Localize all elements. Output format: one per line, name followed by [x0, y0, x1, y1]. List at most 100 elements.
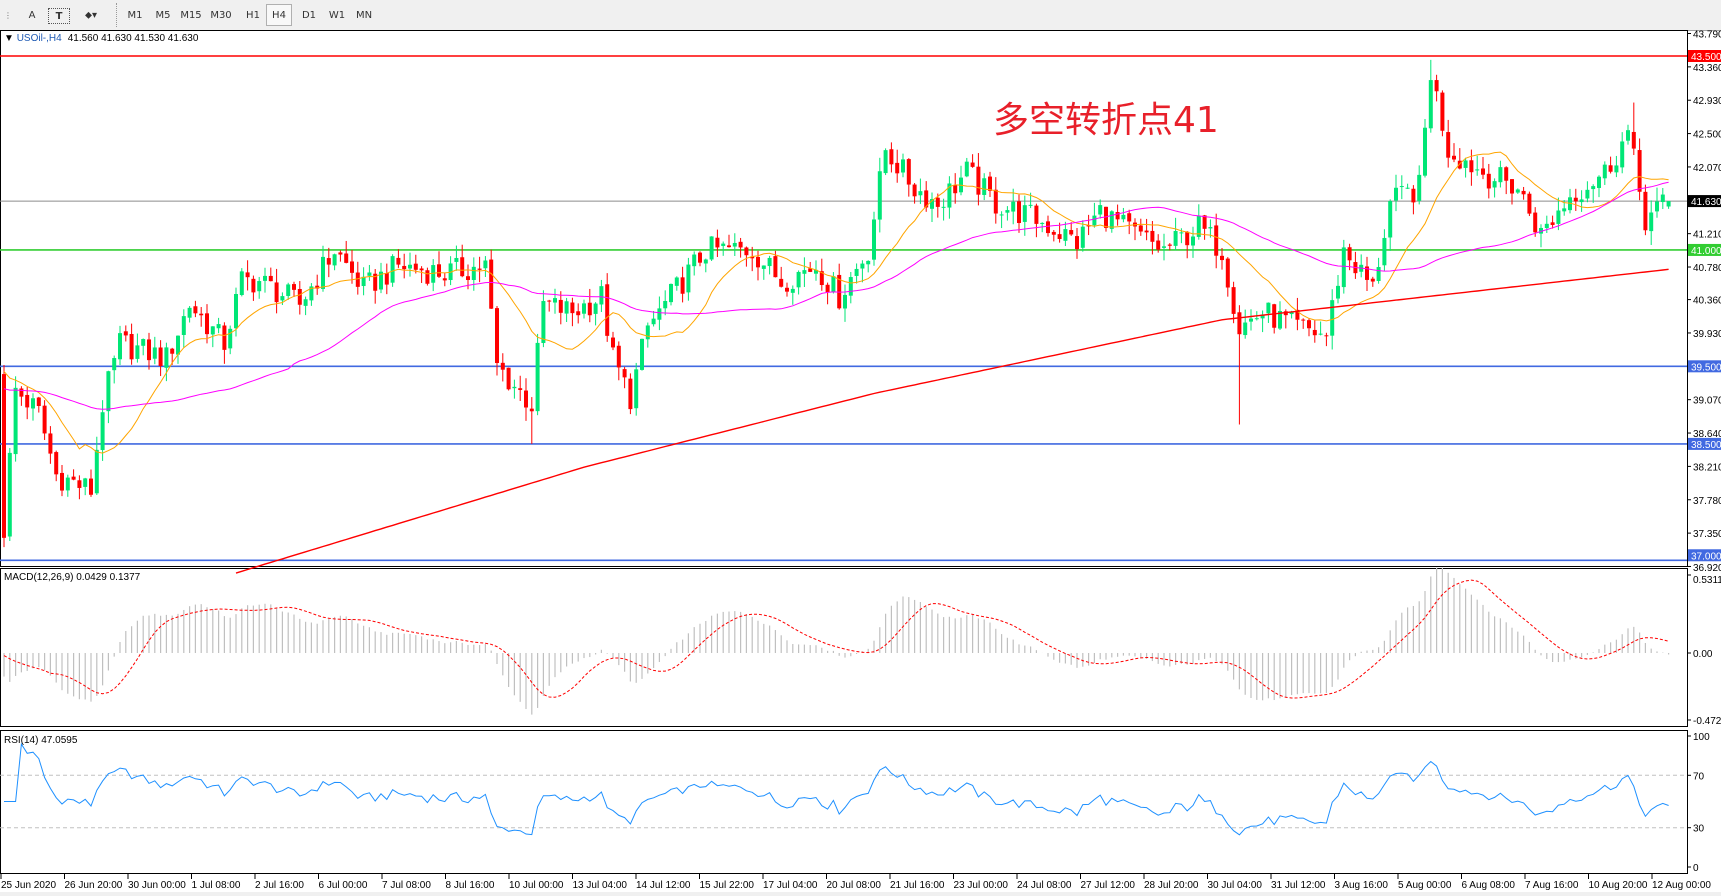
candle[interactable] [442, 272, 447, 287]
candle[interactable] [727, 234, 731, 248]
candle[interactable] [1533, 207, 1538, 237]
candle[interactable] [245, 260, 250, 291]
candle[interactable] [1243, 309, 1248, 339]
candle[interactable] [367, 264, 372, 281]
candle[interactable] [1237, 305, 1242, 425]
candle[interactable] [912, 182, 917, 204]
candle[interactable] [239, 268, 244, 297]
timeframe-d1-button[interactable]: D1 [301, 9, 317, 21]
candle[interactable] [228, 325, 233, 355]
candle[interactable] [500, 353, 505, 382]
candle[interactable] [25, 386, 30, 420]
candle[interactable] [1359, 254, 1364, 278]
candle[interactable] [332, 253, 337, 271]
candle[interactable] [692, 251, 697, 276]
candle[interactable] [19, 386, 24, 406]
candle[interactable] [187, 306, 192, 323]
candle[interactable] [553, 288, 557, 314]
candle[interactable] [1492, 178, 1497, 198]
candle[interactable] [1133, 218, 1137, 241]
candle[interactable] [83, 477, 88, 496]
candle[interactable] [1550, 215, 1555, 229]
candle[interactable] [274, 268, 279, 314]
candle[interactable] [1405, 183, 1410, 189]
candle[interactable] [1318, 321, 1323, 336]
candle[interactable] [970, 154, 975, 168]
candle[interactable] [1156, 234, 1161, 253]
candle[interactable] [582, 299, 586, 319]
candle[interactable] [941, 198, 946, 221]
candle[interactable] [1388, 199, 1393, 251]
candle[interactable] [1353, 251, 1358, 279]
candle[interactable] [263, 267, 267, 293]
candle[interactable] [524, 378, 528, 421]
candle[interactable] [819, 258, 824, 291]
candle[interactable] [106, 370, 111, 424]
candle[interactable] [321, 245, 325, 292]
candle[interactable] [1423, 118, 1427, 178]
candle[interactable] [1225, 257, 1230, 297]
candle[interactable] [158, 340, 163, 377]
candle[interactable] [135, 333, 140, 363]
candle[interactable] [1510, 179, 1514, 205]
candle[interactable] [616, 341, 621, 381]
candle[interactable] [1115, 204, 1120, 226]
candle[interactable] [373, 269, 378, 304]
candle[interactable] [1127, 209, 1132, 235]
candle[interactable] [292, 281, 296, 297]
candle[interactable] [71, 469, 76, 481]
candle[interactable] [860, 260, 865, 283]
candle[interactable] [222, 322, 227, 364]
candle[interactable] [593, 302, 598, 326]
candle[interactable] [1585, 181, 1590, 203]
candle[interactable] [564, 297, 569, 323]
candle[interactable] [587, 288, 592, 323]
candle[interactable] [732, 233, 737, 256]
candle[interactable] [100, 400, 105, 461]
candle[interactable] [628, 373, 633, 415]
candle[interactable] [535, 333, 540, 416]
candle[interactable] [31, 393, 35, 421]
candle[interactable] [576, 303, 581, 324]
candle[interactable] [843, 284, 847, 322]
candle[interactable] [645, 322, 650, 348]
candle[interactable] [1063, 221, 1068, 247]
candle[interactable] [65, 474, 70, 497]
candle[interactable] [999, 211, 1004, 229]
candle[interactable] [42, 400, 47, 440]
candle[interactable] [738, 237, 743, 258]
candle[interactable] [216, 317, 221, 334]
candle[interactable] [1121, 207, 1126, 223]
candle[interactable] [94, 436, 99, 495]
candle[interactable] [1324, 332, 1329, 347]
candle[interactable] [1057, 222, 1062, 243]
candle[interactable] [877, 157, 882, 233]
timeframe-w1-button[interactable]: W1 [328, 9, 346, 21]
candle[interactable] [1527, 191, 1532, 217]
candle[interactable] [1214, 213, 1219, 269]
candle[interactable] [1394, 174, 1398, 212]
candle[interactable] [1336, 274, 1340, 304]
candle[interactable] [651, 310, 656, 327]
candle[interactable] [837, 263, 842, 310]
candle[interactable] [477, 256, 482, 283]
candle[interactable] [1347, 243, 1352, 271]
candle[interactable] [193, 300, 198, 318]
candle[interactable] [1034, 203, 1039, 238]
candle[interactable] [518, 375, 523, 402]
candle[interactable] [959, 165, 963, 196]
candle[interactable] [547, 299, 552, 312]
candle[interactable] [599, 279, 604, 312]
candle[interactable] [1620, 132, 1625, 174]
candle[interactable] [1162, 233, 1166, 261]
candle[interactable] [251, 275, 256, 301]
candle[interactable] [605, 273, 610, 342]
candle[interactable] [1022, 195, 1027, 236]
candle[interactable] [796, 270, 801, 295]
candle[interactable] [761, 265, 766, 280]
candle[interactable] [1463, 157, 1468, 178]
candle[interactable] [1185, 231, 1190, 259]
candle[interactable] [808, 261, 813, 273]
candle[interactable] [118, 325, 122, 365]
candle[interactable] [483, 256, 488, 278]
